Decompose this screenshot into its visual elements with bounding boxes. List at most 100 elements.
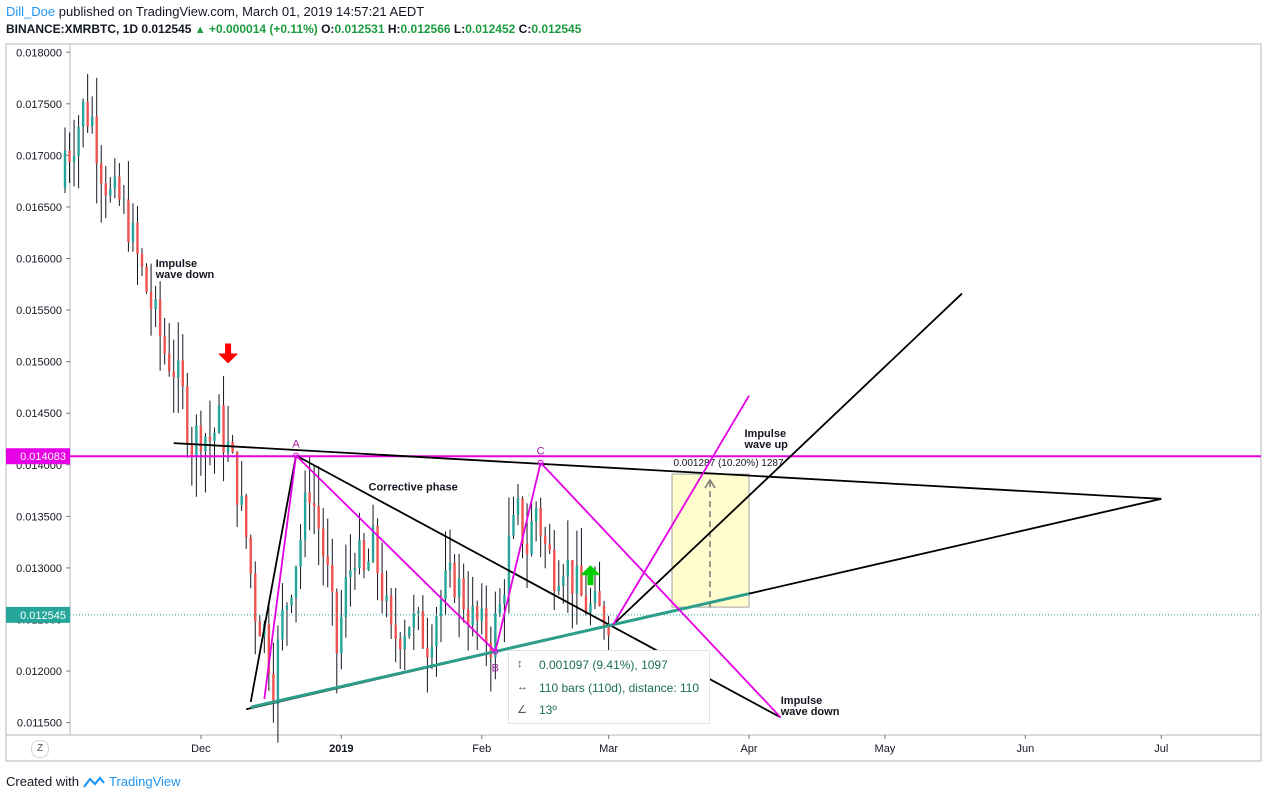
candle-body: [72, 156, 76, 163]
measure-angle: 13º: [539, 703, 557, 717]
candle-body: [90, 116, 94, 127]
candle: [226, 406, 230, 462]
candle-body: [167, 353, 171, 372]
candle-body: [235, 452, 239, 505]
candle-body: [208, 436, 212, 442]
candle-body: [575, 565, 579, 594]
candle: [281, 583, 284, 651]
annotation-text: Impulse: [745, 428, 787, 440]
time-scale: [5, 734, 1262, 762]
timezone-button[interactable]: Z: [31, 740, 49, 758]
candle: [267, 604, 271, 691]
candle-body: [412, 613, 416, 628]
publish-text: published on TradingView.com, March 01, …: [58, 4, 425, 19]
candle: [118, 163, 121, 206]
up-arrow-icon: [580, 565, 601, 586]
candle: [466, 571, 470, 651]
candle-body: [435, 616, 438, 647]
candle-body: [163, 336, 166, 354]
candle: [104, 166, 107, 219]
down-arrow-icon: [218, 343, 239, 364]
close-value: 0.012545: [531, 22, 582, 36]
candle-body: [68, 150, 71, 163]
x-tick-label: 2019: [329, 743, 353, 755]
candle-body: [430, 646, 434, 658]
close-label: C:: [518, 22, 532, 36]
candle-body: [553, 550, 556, 592]
candle-body: [109, 188, 112, 196]
candle-body: [104, 183, 107, 196]
candle: [81, 98, 85, 148]
candle: [77, 115, 80, 189]
candle-body: [485, 608, 488, 643]
candle-body: [140, 253, 144, 267]
candle: [566, 520, 570, 613]
wave-up-line: [612, 395, 750, 626]
candle-body: [340, 616, 343, 654]
candle: [362, 533, 366, 579]
candle: [602, 600, 606, 640]
candle: [322, 508, 325, 586]
candle: [389, 588, 393, 639]
candle: [358, 512, 361, 575]
y-tick-label: 0.012000: [16, 666, 62, 678]
candle: [95, 77, 98, 204]
last-price: 0.012545: [141, 22, 192, 36]
plot-area: [69, 43, 1262, 736]
candle-body: [186, 386, 189, 444]
candle: [335, 588, 338, 694]
candle: [63, 127, 67, 194]
candle-body: [158, 299, 162, 337]
bars-range-icon: ↔: [517, 681, 528, 693]
candle-body: [317, 506, 320, 529]
candle-body: [322, 528, 325, 557]
x-tick-label: May: [875, 743, 896, 755]
y-tick-label: 0.014500: [16, 408, 62, 420]
annotation-text: Impulse: [156, 258, 198, 270]
candle: [149, 263, 153, 336]
candle: [294, 565, 298, 623]
price-tag: [6, 448, 70, 465]
candle: [580, 527, 583, 597]
candle: [258, 614, 261, 637]
candle: [557, 560, 560, 596]
candle-body: [421, 611, 425, 648]
candle-body: [344, 576, 348, 617]
candle: [530, 499, 533, 557]
candle: [235, 451, 239, 527]
wave-point-label: C: [537, 446, 545, 458]
candle: [285, 602, 289, 646]
candle: [399, 632, 402, 670]
candle-body: [530, 521, 533, 555]
price-range-label: 0.001287 (10.20%) 1287: [673, 458, 784, 469]
candle: [512, 496, 515, 540]
impulse-a-line: [249, 455, 297, 703]
tradingview-brand-link[interactable]: TradingView: [108, 774, 181, 789]
candle-body: [122, 199, 126, 201]
candle-body: [145, 266, 148, 292]
open-value: 0.012531: [334, 22, 385, 36]
candle-body: [548, 544, 551, 551]
candle-body: [299, 539, 302, 567]
candle-body: [172, 371, 175, 378]
candle: [471, 576, 474, 637]
measure-price-range: 0.001097 (9.41%), 1097: [539, 658, 668, 672]
candle: [249, 534, 252, 589]
author-link[interactable]: Dill_Doe: [6, 4, 56, 19]
candle-body: [195, 425, 198, 458]
candle-body: [240, 495, 243, 505]
candle-body: [77, 126, 80, 157]
candle-body: [222, 405, 225, 453]
created-with-text: Created with: [6, 774, 79, 789]
footer: Created with TradingView: [6, 774, 181, 789]
candle: [408, 626, 411, 639]
candle: [516, 484, 520, 526]
candle: [254, 561, 257, 655]
candle: [421, 595, 425, 650]
candle: [136, 206, 139, 286]
price-range-icon: ↕: [517, 658, 523, 670]
candle: [489, 626, 493, 692]
candle-body: [471, 606, 474, 625]
candle: [172, 339, 175, 413]
